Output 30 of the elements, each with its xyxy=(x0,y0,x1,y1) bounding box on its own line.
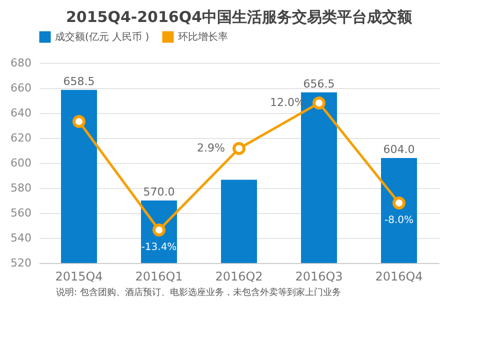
y-tick-label: 540 xyxy=(10,232,32,244)
x-tick-label: 2016Q4 xyxy=(375,270,423,284)
y-tick-label: 580 xyxy=(10,182,32,194)
data-label: 656.5 xyxy=(303,77,335,90)
x-tick-label: 2016Q1 xyxy=(135,270,183,284)
data-label: -13.4% xyxy=(141,242,177,253)
point xyxy=(392,196,406,210)
legend-label: 成交额(亿元 人民币 ) xyxy=(55,31,150,43)
y-tick-label: 620 xyxy=(10,132,32,144)
data-label: 658.5 xyxy=(63,74,95,88)
y-tick-label: 660 xyxy=(10,82,32,94)
y-tick-label: 560 xyxy=(10,206,32,220)
point xyxy=(152,224,166,236)
x-tick-label: 2016Q3 xyxy=(295,270,343,284)
point xyxy=(232,142,246,155)
data-label: 2.9% xyxy=(197,142,225,154)
x-tick-label: 2016Q2 xyxy=(215,270,263,284)
y-tick-label: 640 xyxy=(10,106,32,120)
data-label: 604.0 xyxy=(383,143,415,156)
point xyxy=(312,96,326,110)
y-tick-label: 600 xyxy=(10,156,32,170)
legend-label: 环比增长率 xyxy=(178,31,228,43)
y-tick-label: 520 xyxy=(10,256,32,270)
chart-title: 2015Q4-2016Q4中国生活服务交易类平台成交额 xyxy=(66,8,414,26)
point xyxy=(72,115,86,128)
data-label: 570.0 xyxy=(143,186,175,198)
y-tick-label: 680 xyxy=(10,56,32,70)
data-label: -8.0% xyxy=(384,215,414,226)
text: 说明: 包含团购、酒店预订、电影选座业务，未包含外卖等到家上门业务 xyxy=(56,286,342,299)
x-tick-label: 2015Q4 xyxy=(55,270,103,284)
